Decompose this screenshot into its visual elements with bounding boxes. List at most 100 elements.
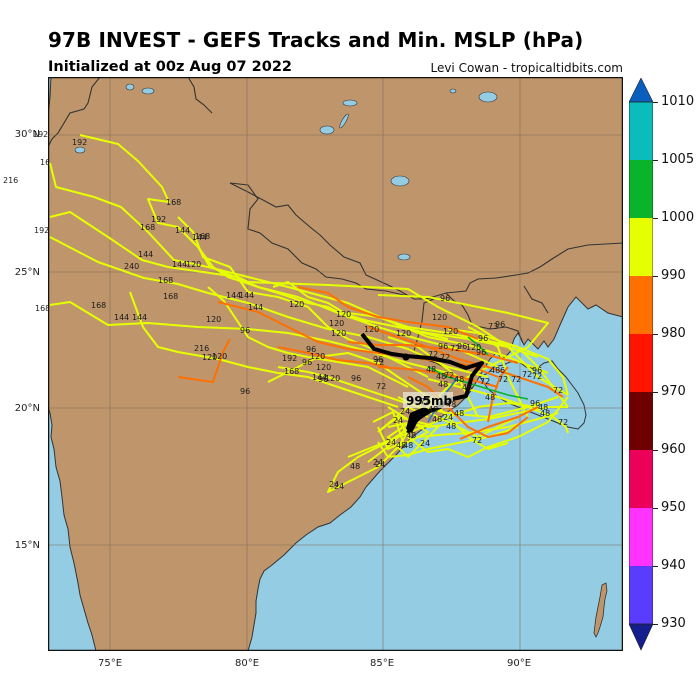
svg-text:144: 144 — [175, 226, 190, 235]
lon-label-85e: 85°E — [369, 658, 395, 669]
svg-text:72: 72 — [511, 375, 521, 384]
svg-text:168: 168 — [91, 301, 106, 310]
svg-text:96: 96 — [306, 345, 316, 354]
svg-text:144: 144 — [172, 260, 187, 269]
svg-text:144: 144 — [226, 291, 241, 300]
svg-text:192: 192 — [72, 138, 87, 147]
track-label-outside: 192 — [33, 130, 49, 139]
lon-label-75e: 75°E — [97, 658, 123, 669]
svg-text:48: 48 — [490, 366, 500, 375]
svg-text:6: 6 — [500, 366, 505, 375]
colorbar-tick-1005: 1005 — [661, 152, 695, 167]
svg-text:48: 48 — [406, 431, 416, 440]
colorbar-extend-bottom — [629, 623, 653, 651]
svg-text:120: 120 — [396, 329, 411, 338]
svg-text:96: 96 — [351, 374, 361, 383]
svg-text:24: 24 — [420, 439, 430, 448]
svg-text:48: 48 — [350, 462, 360, 471]
svg-text:72: 72 — [522, 370, 532, 379]
svg-text:216: 216 — [194, 344, 209, 353]
svg-text:240: 240 — [124, 262, 139, 271]
svg-text:96: 96 — [530, 399, 540, 408]
svg-text:48: 48 — [446, 400, 456, 409]
lat-label-15n: 15°N — [14, 540, 40, 551]
lat-label-20n: 20°N — [14, 403, 40, 414]
svg-text:96: 96 — [457, 342, 467, 351]
svg-text:120: 120 — [336, 310, 351, 319]
svg-text:120: 120 — [310, 352, 325, 361]
svg-text:72: 72 — [374, 358, 384, 367]
lon-label-90e: 90°E — [506, 658, 532, 669]
colorbar-tick-960: 960 — [661, 442, 686, 457]
colorbar-tick-980: 980 — [661, 326, 686, 341]
svg-text:48: 48 — [426, 365, 436, 374]
svg-text:24: 24 — [443, 413, 453, 422]
svg-text:72: 72 — [472, 436, 482, 445]
ensemble-cluster-blob — [406, 407, 433, 433]
map-frame — [48, 77, 623, 651]
svg-text:48: 48 — [436, 372, 446, 381]
colorbar-tick-1000: 1000 — [661, 210, 695, 225]
svg-text:48: 48 — [446, 422, 456, 431]
svg-text:72: 72 — [558, 418, 568, 427]
svg-text:72: 72 — [532, 372, 542, 381]
svg-text:48: 48 — [428, 405, 438, 414]
svg-text:168: 168 — [166, 198, 181, 207]
colorbar-tick-970: 970 — [661, 384, 686, 399]
svg-text:120: 120 — [202, 353, 217, 362]
svg-text:96: 96 — [373, 355, 383, 364]
colorbar-extend-top — [629, 78, 653, 103]
svg-text:48: 48 — [485, 393, 495, 402]
lat-label-30n: 30°N — [14, 129, 40, 140]
svg-text:72: 72 — [480, 377, 490, 386]
map-panel: 995mb 192 168 192 168 144 144 168 144 14… — [48, 77, 623, 651]
svg-text:120: 120 — [325, 374, 340, 383]
svg-text:120: 120 — [329, 319, 344, 328]
svg-text:144: 144 — [192, 233, 207, 242]
svg-text:168: 168 — [158, 276, 173, 285]
svg-text:192: 192 — [151, 215, 166, 224]
svg-text:24: 24 — [329, 480, 339, 489]
svg-text:168: 168 — [195, 232, 210, 241]
svg-text:96: 96 — [302, 358, 312, 367]
colorbar-tick-940: 940 — [661, 558, 686, 573]
svg-text:96: 96 — [495, 320, 505, 329]
gridlines — [48, 77, 623, 651]
svg-text:96: 96 — [438, 342, 448, 351]
track-label-outside: 168 — [35, 304, 51, 313]
svg-text:72: 72 — [553, 386, 563, 395]
svg-text:144: 144 — [132, 313, 147, 322]
lon-label-80e: 80°E — [234, 658, 260, 669]
svg-text:168: 168 — [163, 292, 178, 301]
svg-text:120: 120 — [289, 300, 304, 309]
svg-text:96: 96 — [240, 387, 250, 396]
svg-text:72: 72 — [428, 350, 438, 359]
track-label-outside: 192 — [34, 226, 50, 235]
svg-text:72: 72 — [420, 397, 430, 406]
svg-text:24: 24 — [400, 407, 410, 416]
svg-text:72: 72 — [450, 344, 460, 353]
svg-text:24: 24 — [375, 460, 385, 469]
svg-text:168: 168 — [284, 367, 299, 376]
svg-text:120: 120 — [331, 329, 346, 338]
svg-text:72: 72 — [376, 382, 386, 391]
svg-text:120: 120 — [212, 352, 227, 361]
track-hour-labels: 192 168 192 168 144 144 168 144 144 120 … — [72, 138, 568, 491]
svg-text:144: 144 — [248, 303, 263, 312]
svg-text:96: 96 — [476, 348, 486, 357]
svg-text:96: 96 — [240, 326, 250, 335]
svg-text:144: 144 — [138, 250, 153, 259]
svg-text:48: 48 — [396, 441, 406, 450]
svg-text:120: 120 — [364, 325, 379, 334]
colorbar-tick-950: 950 — [661, 500, 686, 515]
svg-text:120: 120 — [316, 363, 331, 372]
svg-text:120: 120 — [206, 315, 221, 324]
svg-text:96: 96 — [440, 294, 450, 303]
pressure-annotation: 995mb — [406, 394, 453, 408]
svg-text:24: 24 — [334, 482, 344, 491]
svg-text:120: 120 — [443, 327, 458, 336]
svg-text:72: 72 — [498, 375, 508, 384]
arabian-sea — [48, 77, 97, 651]
svg-text:144: 144 — [312, 373, 327, 382]
chart-title: 97B INVEST - GEFS Tracks and Min. MSLP (… — [48, 28, 584, 52]
